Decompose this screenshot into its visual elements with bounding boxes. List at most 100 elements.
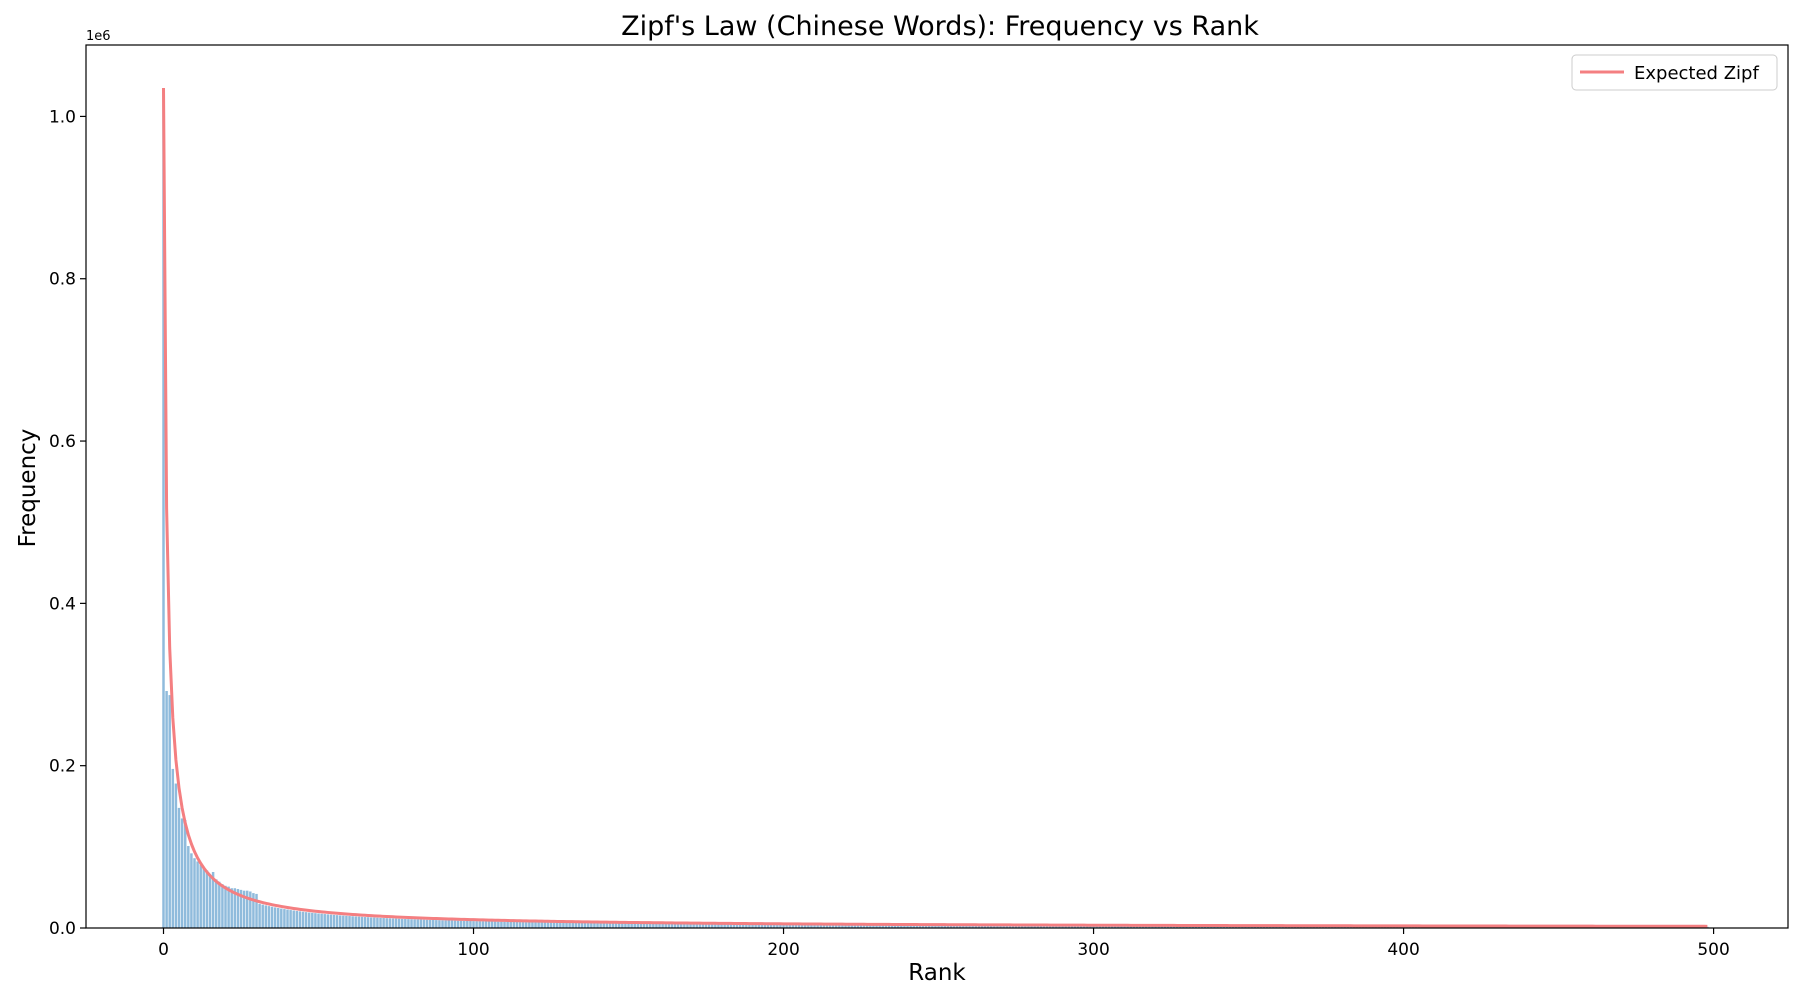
bar <box>174 783 178 928</box>
bar <box>745 924 748 928</box>
bar <box>385 918 388 928</box>
bar <box>835 925 838 928</box>
bar <box>658 923 661 928</box>
bar <box>531 922 534 928</box>
bar <box>348 916 351 928</box>
bar <box>1123 925 1126 928</box>
bar <box>205 870 209 928</box>
bar <box>729 924 733 928</box>
bar <box>1014 925 1018 928</box>
bar <box>872 925 875 928</box>
bar <box>630 923 633 928</box>
bar <box>1132 926 1136 928</box>
bar <box>307 912 311 928</box>
bar <box>698 924 702 928</box>
bar <box>1207 926 1210 928</box>
bar <box>611 923 615 928</box>
bar <box>655 923 658 928</box>
bar <box>276 907 280 928</box>
bar <box>664 923 667 928</box>
bar <box>816 924 819 928</box>
bar <box>1067 925 1070 928</box>
bar <box>599 923 602 928</box>
bar <box>242 890 246 928</box>
bar <box>850 925 853 928</box>
bar <box>791 924 795 928</box>
bar <box>317 913 320 928</box>
bar <box>844 925 847 928</box>
bar <box>475 921 478 928</box>
bar <box>1089 925 1092 928</box>
bar <box>831 925 835 928</box>
bar <box>568 922 571 928</box>
bar <box>800 924 804 928</box>
bar <box>884 925 888 928</box>
bar <box>912 925 915 928</box>
bar <box>617 923 621 928</box>
bar <box>952 925 956 928</box>
bar <box>748 924 751 928</box>
bar <box>959 925 962 928</box>
bar <box>180 818 184 928</box>
bar <box>670 923 674 928</box>
bar <box>763 924 767 928</box>
bar <box>955 925 959 928</box>
bar <box>1191 926 1194 928</box>
bar <box>472 921 475 928</box>
legend: Expected Zipf <box>1571 54 1778 91</box>
bar <box>1110 925 1114 928</box>
bar <box>661 923 664 928</box>
bar <box>906 925 909 928</box>
bar <box>856 925 860 928</box>
bar <box>605 923 609 928</box>
bar <box>283 909 286 928</box>
bar <box>1045 925 1049 928</box>
bar <box>456 920 460 928</box>
legend-label-expected-zipf: Expected Zipf <box>1634 63 1759 84</box>
bar <box>1083 925 1086 928</box>
bar <box>1216 926 1219 928</box>
bar <box>602 923 605 928</box>
bar <box>580 923 584 928</box>
bar <box>245 890 249 928</box>
bar <box>1024 925 1027 928</box>
bar <box>1244 926 1247 928</box>
bar <box>1194 926 1198 928</box>
bar <box>667 923 671 928</box>
bar <box>391 918 395 928</box>
bar <box>627 923 630 928</box>
bar <box>342 915 345 928</box>
bar <box>1107 925 1111 928</box>
bar <box>1145 926 1148 928</box>
bar <box>419 919 423 928</box>
bar <box>974 925 977 928</box>
bar <box>714 924 717 928</box>
chart-title: Zipf's Law (Chinese Words): Frequency vs… <box>621 11 1259 42</box>
bar <box>760 924 764 928</box>
bar <box>996 925 999 928</box>
bar <box>428 919 432 928</box>
bar <box>252 893 255 928</box>
bar <box>1225 926 1229 928</box>
bar <box>807 924 810 928</box>
bar <box>490 921 494 928</box>
bar <box>500 921 503 928</box>
bar <box>1092 925 1095 928</box>
bar <box>642 923 646 928</box>
bar <box>968 925 971 928</box>
bar <box>943 925 946 928</box>
bar <box>196 861 199 928</box>
bar <box>320 913 323 928</box>
bar <box>400 918 404 928</box>
bar <box>1036 925 1039 928</box>
bar <box>552 922 556 928</box>
bar <box>711 924 714 928</box>
bar <box>993 925 996 928</box>
bar <box>236 889 240 928</box>
bar <box>887 925 891 928</box>
bar <box>788 924 791 928</box>
bar <box>444 920 447 928</box>
bar <box>1203 926 1207 928</box>
bar <box>363 917 367 928</box>
